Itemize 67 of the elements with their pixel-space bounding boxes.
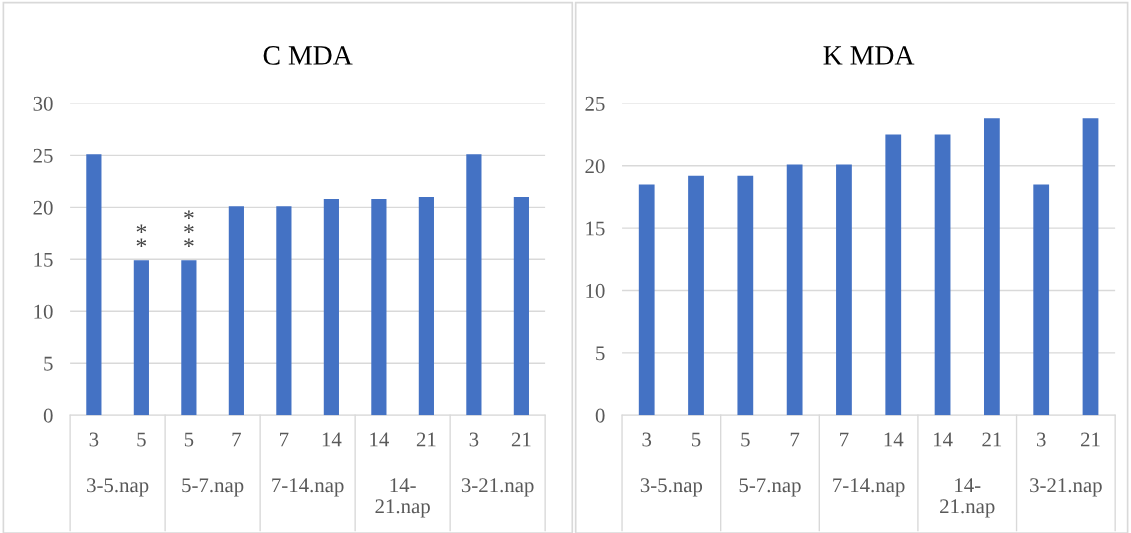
bar xyxy=(133,260,149,416)
x-tick-label: 3 xyxy=(1036,432,1046,447)
y-tick-label: 0 xyxy=(43,408,53,423)
x-tick-label: 14 xyxy=(884,432,904,447)
bar xyxy=(836,164,852,416)
y-tick-label: 30 xyxy=(33,96,53,111)
text: 5-7.nap xyxy=(739,478,801,497)
bar xyxy=(371,199,387,416)
x-tick-label: 5 xyxy=(741,432,750,447)
x-tick-label: 21 xyxy=(511,432,531,447)
bar xyxy=(276,206,292,416)
y-tick-label: 20 xyxy=(33,200,53,215)
bar xyxy=(737,175,754,416)
x-tick-label: 7 xyxy=(232,432,241,447)
bar xyxy=(418,196,434,416)
text: 14- 21.nap xyxy=(940,478,995,518)
bar xyxy=(885,134,902,416)
y-tick-label: 15 xyxy=(34,252,53,267)
bar xyxy=(181,260,197,416)
y-tick-label: 0 xyxy=(595,408,605,423)
text: 3-21.nap xyxy=(1030,478,1102,497)
text: 14- 21.nap xyxy=(375,478,430,518)
x-tick-label: 14 xyxy=(370,432,389,447)
y-tick-label: 15 xyxy=(586,221,605,236)
y-tick-label: 25 xyxy=(585,96,605,111)
y-tick-label: 10 xyxy=(586,283,605,298)
x-tick-label: 3 xyxy=(642,432,652,447)
data-label: *** xyxy=(184,210,194,248)
x-tick-label: 3 xyxy=(469,432,479,447)
bar xyxy=(466,154,482,416)
x-tick-label: 5 xyxy=(692,432,701,447)
x-tick-label: 7 xyxy=(280,432,289,447)
text: 3-21.nap xyxy=(461,478,534,497)
x-tick-label: 14 xyxy=(322,432,342,447)
chart-title: K MDA xyxy=(823,46,915,65)
x-tick-label: 14 xyxy=(933,432,953,447)
bar xyxy=(1033,184,1050,416)
x-tick-label: 5 xyxy=(137,432,146,447)
bar xyxy=(1082,118,1099,416)
text: 5-7.nap xyxy=(182,478,244,497)
bar xyxy=(513,196,529,416)
bar xyxy=(228,206,244,416)
bar xyxy=(934,134,951,416)
text: 3-5.nap xyxy=(87,478,149,497)
text: 7-14.nap xyxy=(272,478,344,497)
x-tick-label: 21 xyxy=(1081,432,1100,447)
bar xyxy=(86,154,102,416)
y-tick-label: 5 xyxy=(44,356,53,371)
y-tick-label: 5 xyxy=(596,346,605,361)
text: 7-14.nap xyxy=(833,478,905,497)
text: 3-5.nap xyxy=(640,478,703,497)
bar xyxy=(323,199,339,416)
x-tick-label: 21 xyxy=(982,432,1002,447)
y-tick-label: 10 xyxy=(34,304,53,319)
y-tick-label: 25 xyxy=(33,148,53,163)
x-tick-label: 21 xyxy=(416,432,436,447)
x-tick-label: 5 xyxy=(184,432,194,447)
x-tick-label: 7 xyxy=(840,432,849,447)
bar xyxy=(638,184,655,416)
bar xyxy=(984,118,1000,416)
y-tick-label: 20 xyxy=(585,159,605,174)
x-tick-label: 7 xyxy=(790,432,800,447)
chart-title: C MDA xyxy=(263,46,353,65)
data-label: ** xyxy=(136,224,147,248)
bar xyxy=(688,175,704,416)
x-tick-label: 3 xyxy=(89,432,99,447)
bar xyxy=(786,164,803,416)
